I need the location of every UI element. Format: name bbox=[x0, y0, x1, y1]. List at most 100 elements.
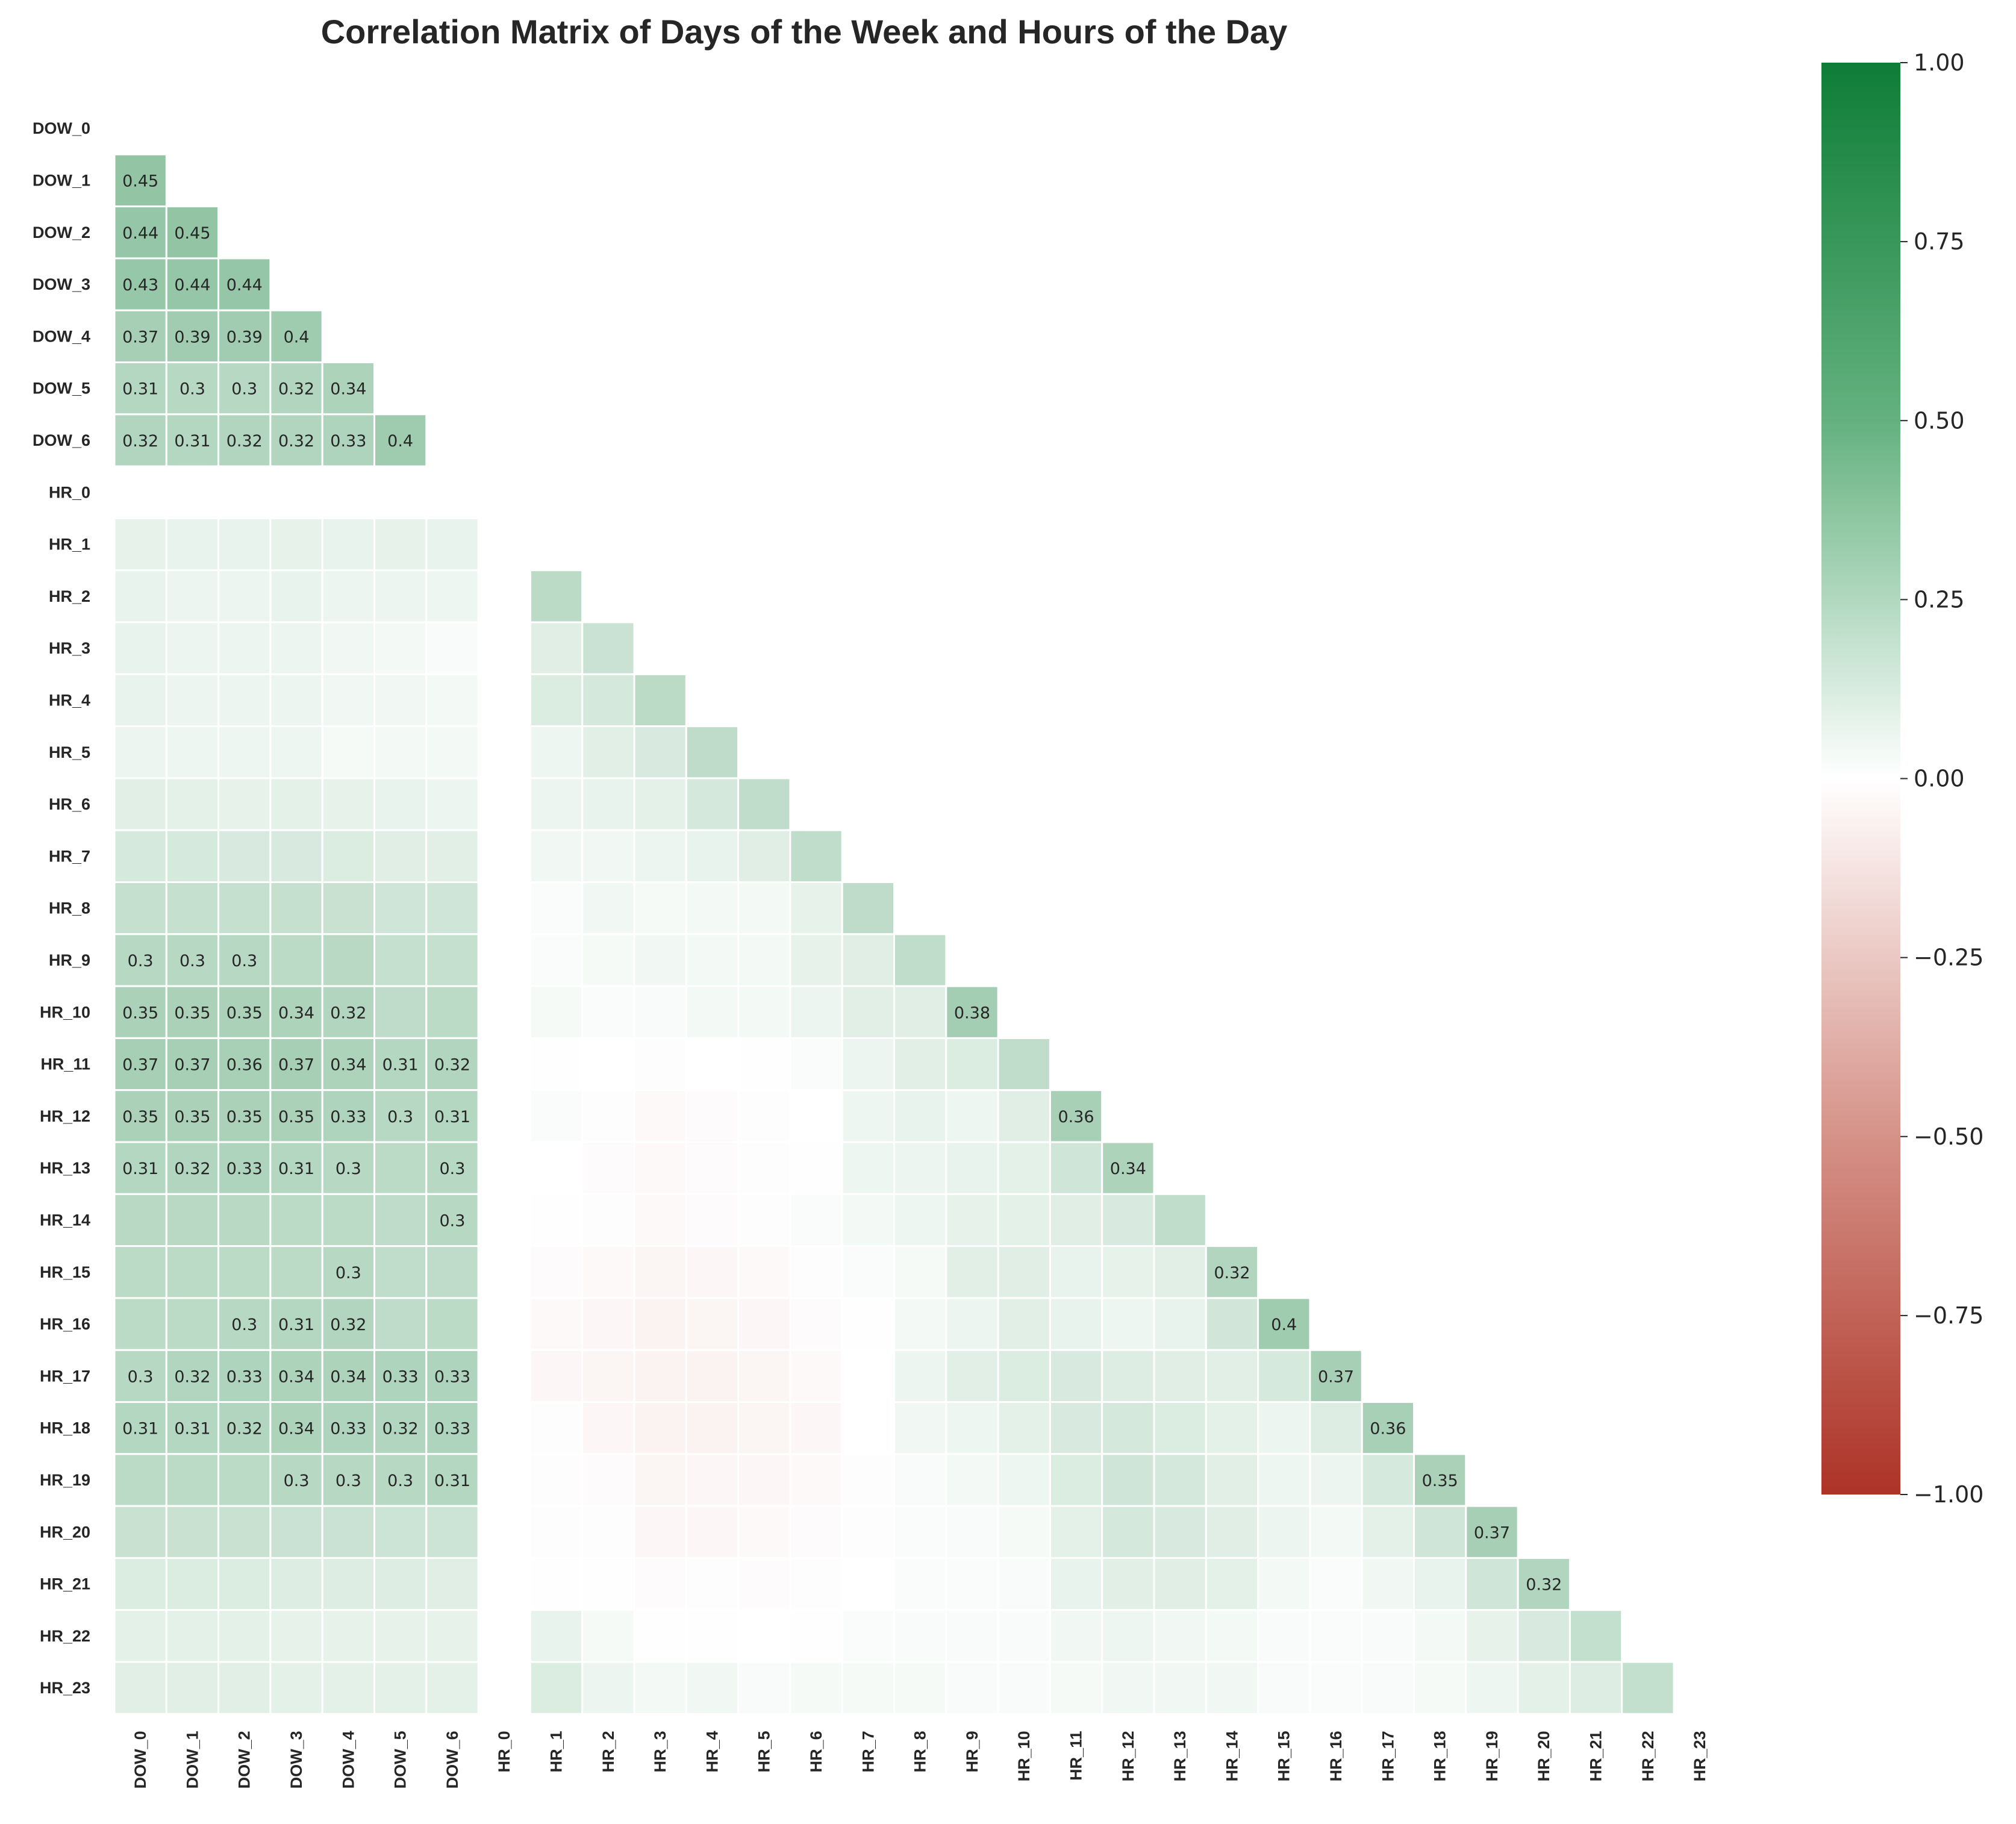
heatmap-cell bbox=[165, 1609, 220, 1663]
heatmap-cell bbox=[269, 933, 323, 987]
y-tick-label: DOW_4 bbox=[33, 327, 90, 345]
heatmap-cell bbox=[269, 413, 323, 467]
cell-value-label: 0.3 bbox=[387, 1108, 413, 1126]
heatmap-cell bbox=[945, 1089, 999, 1143]
heatmap-cell bbox=[841, 881, 895, 935]
y-tick-label: HR_4 bbox=[49, 691, 90, 709]
heatmap-cell bbox=[841, 985, 895, 1039]
cell-value-label: 0.4 bbox=[387, 432, 413, 451]
heatmap-cell bbox=[997, 1245, 1051, 1299]
heatmap-cell bbox=[425, 933, 479, 987]
heatmap-cell bbox=[945, 1505, 999, 1559]
cell-value-label: 0.3 bbox=[387, 1472, 413, 1490]
cell-value-label: 0.32 bbox=[1526, 1576, 1562, 1594]
heatmap-cell bbox=[373, 985, 428, 1039]
heatmap-cell bbox=[685, 1141, 740, 1195]
heatmap-cell bbox=[113, 1505, 167, 1559]
heatmap-cell bbox=[1309, 1453, 1363, 1507]
cell-value-label: 0.32 bbox=[330, 1004, 366, 1022]
heatmap-cell bbox=[165, 413, 220, 467]
x-tick-label: HR_9 bbox=[963, 1731, 981, 1772]
heatmap-cell bbox=[113, 1193, 167, 1248]
heatmap-cell bbox=[217, 881, 272, 935]
cell-value-label: 0.31 bbox=[174, 1420, 210, 1438]
heatmap-cell bbox=[113, 569, 167, 623]
heatmap-cell bbox=[373, 673, 428, 728]
heatmap-cell bbox=[1361, 1453, 1415, 1507]
heatmap-cell bbox=[633, 1609, 687, 1663]
cell-value-label: 0.3 bbox=[231, 952, 257, 970]
y-tick-label: HR_11 bbox=[40, 1055, 90, 1073]
heatmap-cell bbox=[269, 361, 323, 416]
x-tick-label: DOW_6 bbox=[443, 1731, 461, 1788]
x-tick-label: DOW_1 bbox=[183, 1731, 201, 1788]
heatmap-cell bbox=[217, 517, 272, 572]
heatmap-cell bbox=[269, 1505, 323, 1559]
heatmap-cell bbox=[425, 777, 479, 831]
heatmap-cell bbox=[321, 621, 376, 675]
heatmap-cell bbox=[269, 517, 323, 572]
y-tick-label: HR_13 bbox=[40, 1159, 90, 1177]
heatmap-cell bbox=[113, 1245, 167, 1299]
heatmap-cell bbox=[373, 517, 428, 572]
heatmap-cell bbox=[373, 413, 428, 467]
heatmap-cell bbox=[373, 829, 428, 883]
heatmap-cell bbox=[321, 1505, 376, 1559]
x-tick-label: HR_12 bbox=[1119, 1731, 1137, 1781]
heatmap-cell bbox=[529, 1609, 584, 1663]
heatmap-cell bbox=[1517, 1557, 1571, 1611]
heatmap-cell bbox=[1049, 1609, 1103, 1663]
heatmap-cell bbox=[529, 1089, 584, 1143]
colorbar-tick-label: 0.75 bbox=[1914, 228, 1965, 255]
heatmap-cell bbox=[321, 1557, 376, 1611]
x-axis-labels: DOW_0 DOW_1 DOW_2 DOW_3 DOW_4 DOW_5 DOW_6 HR_0 H… bbox=[131, 1731, 1709, 1788]
heatmap-cell bbox=[269, 621, 323, 675]
colorbar-tick-label: −0.75 bbox=[1914, 1302, 1983, 1329]
heatmap-cell bbox=[425, 1661, 479, 1715]
heatmap-cell bbox=[841, 1297, 895, 1351]
heatmap-cell bbox=[633, 829, 687, 883]
heatmap-cell bbox=[1049, 1557, 1103, 1611]
cell-value-label: 0.32 bbox=[226, 1420, 263, 1438]
heatmap-cell bbox=[685, 1089, 740, 1143]
heatmap-cell bbox=[945, 1609, 999, 1663]
heatmap-cell bbox=[685, 1505, 740, 1559]
heatmap-cell bbox=[1621, 1661, 1675, 1715]
heatmap-cell bbox=[1205, 1557, 1259, 1611]
cell-value-label: 0.45 bbox=[174, 224, 210, 243]
heatmap-cell bbox=[373, 1661, 428, 1715]
heatmap-cell bbox=[1413, 1505, 1467, 1559]
cell-value-label: 0.44 bbox=[226, 276, 263, 295]
heatmap-cell bbox=[581, 1349, 635, 1403]
heatmap-cell bbox=[425, 569, 479, 623]
heatmap-cell bbox=[529, 1505, 584, 1559]
heatmap-cell bbox=[841, 1401, 895, 1455]
y-tick-label: HR_17 bbox=[40, 1367, 90, 1385]
cell-value-label: 0.3 bbox=[439, 1160, 465, 1178]
cell-value-label: 0.37 bbox=[1474, 1523, 1510, 1542]
heatmap-cell bbox=[165, 1141, 220, 1195]
colorbar-ticks: 1.00 0.75 0.50 0.25 0.00 −0.25 −0.50 −0.75 −1.00 bbox=[1900, 49, 1983, 1508]
heatmap-cell bbox=[581, 621, 635, 675]
heatmap-cell bbox=[581, 1245, 635, 1299]
heatmap-cell bbox=[945, 1245, 999, 1299]
heatmap-cell bbox=[685, 1297, 740, 1351]
cell-value-label: 0.3 bbox=[335, 1264, 361, 1282]
heatmap-cell bbox=[1101, 1557, 1155, 1611]
heatmap-cell bbox=[893, 1245, 947, 1299]
y-tick-label: HR_0 bbox=[49, 483, 90, 501]
y-tick-label: DOW_0 bbox=[33, 119, 90, 137]
cell-value-label: 0.33 bbox=[434, 1420, 470, 1438]
heatmap-cell bbox=[425, 1401, 479, 1455]
heatmap-cell bbox=[633, 1141, 687, 1195]
heatmap-cell bbox=[321, 517, 376, 572]
cell-value-label: 0.34 bbox=[278, 1004, 314, 1022]
cell-value-label: 0.3 bbox=[231, 380, 257, 399]
heatmap-cell bbox=[581, 1557, 635, 1611]
heatmap-cell bbox=[581, 1193, 635, 1248]
heatmap-cell bbox=[685, 1245, 740, 1299]
heatmap-cell bbox=[1101, 1661, 1155, 1715]
heatmap-cell bbox=[945, 1037, 999, 1092]
heatmap-cell bbox=[581, 1609, 635, 1663]
heatmap-cell bbox=[893, 1505, 947, 1559]
